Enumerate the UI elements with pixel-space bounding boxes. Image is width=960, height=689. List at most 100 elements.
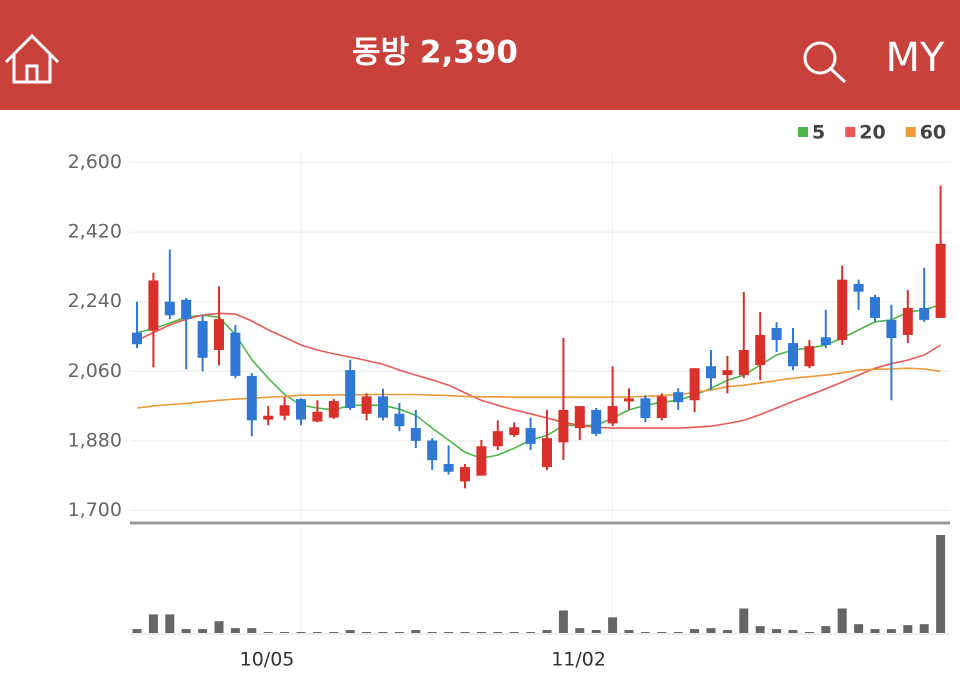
volume-bar bbox=[280, 632, 290, 633]
candle-body bbox=[574, 406, 585, 429]
volume-bar bbox=[919, 624, 929, 633]
candle-body bbox=[394, 413, 405, 427]
candle-body bbox=[673, 392, 684, 403]
candle-body bbox=[181, 299, 192, 320]
candle-body bbox=[361, 396, 372, 414]
y-tick-label: 2,240 bbox=[68, 290, 122, 312]
volume-bar bbox=[394, 632, 404, 633]
y-tick-label: 2,420 bbox=[68, 221, 122, 243]
volume-bar bbox=[493, 632, 503, 633]
y-tick-label: 2,600 bbox=[68, 151, 122, 173]
candle-body bbox=[558, 409, 569, 443]
candle-body bbox=[886, 319, 897, 339]
candle-body bbox=[902, 307, 913, 335]
candle-body bbox=[378, 396, 388, 418]
volume-bar bbox=[165, 614, 175, 633]
volume-bar bbox=[132, 629, 142, 633]
volume-bar bbox=[591, 630, 601, 633]
candle-body bbox=[804, 346, 815, 367]
volume-bar bbox=[542, 630, 552, 633]
volume-bar bbox=[312, 632, 322, 633]
volume-bar bbox=[804, 632, 814, 633]
candle-body bbox=[197, 321, 208, 358]
candle-body bbox=[296, 399, 306, 420]
candle-body bbox=[279, 405, 290, 416]
candle-body bbox=[935, 243, 946, 318]
candle-body bbox=[443, 464, 454, 472]
volume-bar bbox=[476, 632, 486, 633]
volume-bar bbox=[772, 629, 782, 633]
candle-body bbox=[132, 332, 142, 345]
y-tick-label: 1,700 bbox=[68, 499, 122, 521]
volume-bar bbox=[329, 632, 339, 633]
volume-bar bbox=[657, 632, 667, 633]
candle-body bbox=[509, 427, 520, 436]
volume-bar bbox=[263, 632, 273, 633]
candle-body bbox=[624, 398, 634, 402]
candle-body bbox=[427, 440, 438, 461]
volume-bar bbox=[558, 610, 568, 633]
volume-bar bbox=[411, 630, 421, 633]
legend-swatch bbox=[905, 127, 916, 137]
volume-bar bbox=[936, 535, 946, 633]
home-icon[interactable] bbox=[4, 33, 60, 84]
volume-bar bbox=[870, 629, 880, 633]
candle-body bbox=[870, 297, 880, 318]
volume-bar bbox=[903, 625, 913, 633]
volume-bar bbox=[673, 632, 683, 633]
candle-body bbox=[771, 327, 782, 340]
y-tick-label: 1,880 bbox=[68, 429, 122, 451]
volume-bar bbox=[722, 630, 732, 633]
candle-body bbox=[722, 370, 733, 376]
candle-body bbox=[640, 398, 651, 419]
candle-body bbox=[328, 401, 339, 418]
volume-bar bbox=[362, 632, 372, 633]
volume-bar bbox=[690, 629, 700, 633]
my-button[interactable]: MY bbox=[886, 35, 946, 81]
volume-bar bbox=[706, 628, 716, 633]
volume-bar bbox=[640, 632, 650, 633]
ma-line bbox=[136, 304, 941, 460]
volume-bar bbox=[148, 614, 158, 633]
candle-body bbox=[312, 411, 323, 422]
x-tick-label: 10/05 bbox=[240, 649, 295, 671]
candle-body bbox=[755, 334, 766, 366]
volume-bar bbox=[575, 628, 585, 633]
legend-label: 20 bbox=[859, 122, 885, 144]
volume-bar bbox=[378, 632, 388, 633]
volume-bar bbox=[198, 629, 208, 633]
candle-body bbox=[345, 370, 356, 408]
volume-bar bbox=[886, 629, 896, 633]
candle-body bbox=[542, 438, 552, 468]
candle-body bbox=[788, 343, 798, 367]
volume-bar bbox=[247, 628, 257, 633]
ma-line bbox=[136, 312, 942, 429]
volume-bar bbox=[214, 621, 224, 633]
candle-body bbox=[820, 337, 831, 346]
page-title: 동방 2,390 bbox=[352, 35, 518, 71]
volume-bar bbox=[854, 624, 864, 633]
candle-body bbox=[214, 319, 224, 351]
candle-body bbox=[656, 396, 667, 419]
volume-bar bbox=[181, 629, 191, 633]
candle-body bbox=[738, 350, 749, 376]
candle-body bbox=[919, 307, 930, 320]
candle-body bbox=[689, 368, 700, 401]
volume-bar bbox=[739, 608, 749, 633]
volume-bar bbox=[526, 632, 536, 633]
search-icon[interactable] bbox=[803, 41, 847, 84]
y-tick-label: 2,060 bbox=[68, 360, 122, 382]
candle-body bbox=[476, 446, 487, 476]
candle-body bbox=[706, 366, 716, 379]
ma-line bbox=[136, 367, 941, 409]
candle-body bbox=[607, 406, 618, 424]
volume-bar bbox=[624, 630, 634, 633]
volume-bar bbox=[230, 628, 240, 633]
volume-bar bbox=[460, 632, 470, 633]
legend-label: 5 bbox=[812, 122, 825, 144]
candle-body bbox=[460, 467, 470, 482]
candle-body bbox=[492, 431, 503, 447]
candle-body bbox=[246, 375, 257, 421]
volume-bar bbox=[788, 630, 798, 633]
